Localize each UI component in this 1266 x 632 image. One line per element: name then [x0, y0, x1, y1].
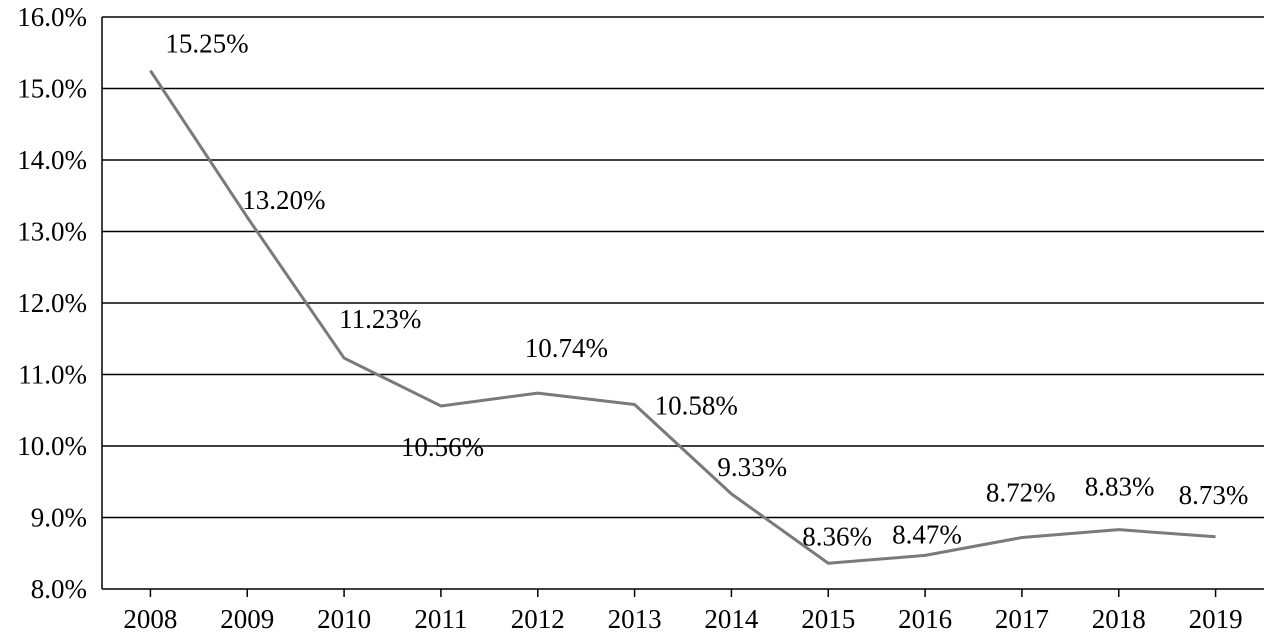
y-tick-label: 16.0%	[17, 2, 87, 32]
y-tick-label: 14.0%	[17, 145, 87, 175]
x-tick-label: 2010	[317, 604, 371, 632]
x-tick-label: 2013	[608, 604, 662, 632]
x-tick-label: 2014	[704, 604, 759, 632]
data-label: 8.83%	[1085, 472, 1155, 502]
data-label: 8.73%	[1179, 480, 1249, 510]
x-tick-label: 2012	[511, 604, 565, 632]
data-label: 10.74%	[525, 333, 608, 363]
data-label: 11.23%	[339, 304, 421, 334]
axes	[101, 17, 1264, 590]
data-labels: 15.25% 13.20% 11.23% 10.56% 10.74% 10.58% 9.33…	[165, 29, 1248, 552]
y-tick-label: 9.0%	[31, 503, 87, 533]
y-tick-label: 11.0%	[18, 360, 87, 390]
x-tick-label: 2017	[995, 604, 1049, 632]
y-tick-label: 10.0%	[17, 431, 87, 461]
y-tick-label: 13.0%	[17, 217, 87, 247]
y-tick-label: 15.0%	[17, 74, 87, 104]
x-tick-label: 2009	[220, 604, 274, 632]
y-tick-label: 12.0%	[17, 288, 87, 318]
data-label: 8.36%	[802, 521, 872, 551]
data-label: 10.56%	[401, 432, 484, 462]
data-label: 8.72%	[986, 478, 1056, 508]
series-line	[149, 69, 1216, 565]
gridlines	[102, 16, 1264, 519]
data-label: 9.33%	[717, 452, 787, 482]
x-tick-label: 2011	[414, 604, 467, 632]
y-tick-label: 8.0%	[31, 574, 87, 604]
data-label: 8.47%	[892, 519, 962, 549]
x-axis-ticks: 2008 2009 2010 2011 2012 2013 2014 2015 2016 2017…	[123, 589, 1243, 632]
data-label: 10.58%	[655, 391, 738, 421]
x-tick-label: 2018	[1092, 604, 1146, 632]
x-tick-label: 2008	[123, 604, 177, 632]
x-tick-label: 2019	[1189, 604, 1243, 632]
series-group	[149, 69, 1216, 565]
data-label: 13.20%	[242, 185, 325, 215]
data-label: 15.25%	[165, 29, 248, 59]
x-tick-label: 2015	[801, 604, 855, 632]
x-tick-label: 2016	[898, 604, 952, 632]
y-axis-ticks: 8.0% 9.0% 10.0% 11.0% 12.0% 13.0% 14.0% 15.0% 16…	[17, 2, 87, 604]
